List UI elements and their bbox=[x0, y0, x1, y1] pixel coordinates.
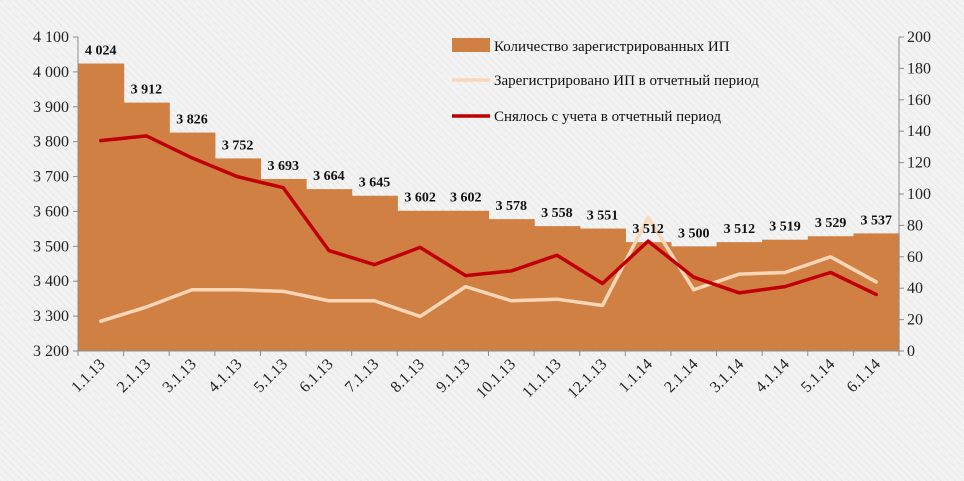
bar bbox=[351, 195, 398, 351]
bar-value-label: 4 024 bbox=[85, 44, 117, 59]
bar-series bbox=[78, 63, 900, 351]
y-left-tick-label: 4 000 bbox=[33, 64, 69, 81]
x-tick-label: 4.1.13 bbox=[205, 356, 245, 396]
y-right-tick-label: 180 bbox=[907, 60, 931, 77]
bar-value-label: 3 645 bbox=[359, 176, 391, 191]
x-tick-label: 4.1.14 bbox=[752, 356, 792, 396]
bar bbox=[78, 63, 125, 351]
y-left-tick-label: 3 300 bbox=[33, 308, 69, 325]
y-right-tick-label: 120 bbox=[907, 155, 931, 172]
bar-value-label: 3 551 bbox=[587, 209, 619, 224]
y-right-tick-label: 80 bbox=[907, 217, 923, 234]
bar-value-label: 3 500 bbox=[678, 226, 710, 241]
x-tick-label: 2.1.13 bbox=[114, 356, 154, 396]
x-tick-label: 9.1.13 bbox=[433, 356, 473, 396]
x-tick-label: 2.1.14 bbox=[661, 356, 701, 396]
x-tick-label: 10.1.13 bbox=[473, 356, 519, 402]
y-right-tick-label: 200 bbox=[907, 29, 931, 46]
y-left-tick-label: 3 600 bbox=[33, 203, 69, 220]
x-tick-label: 7.1.13 bbox=[342, 356, 382, 396]
y-left-tick-label: 3 400 bbox=[33, 273, 69, 290]
bar-value-label: 3 664 bbox=[313, 169, 345, 184]
data-labels: 4 024 3 912 3 826 3 752 3 693 3 664 3 645 3 602… bbox=[85, 44, 892, 242]
bar bbox=[807, 236, 854, 351]
y-left-tick-label: 3 800 bbox=[33, 134, 69, 151]
legend: Количество зарегистрированных ИП Зарегис… bbox=[452, 38, 759, 125]
line-series bbox=[99, 134, 878, 323]
y-left-tick-label: 3 500 bbox=[33, 238, 69, 255]
bar bbox=[488, 219, 535, 351]
bar bbox=[214, 158, 262, 351]
bar bbox=[397, 210, 444, 351]
bar bbox=[169, 132, 216, 351]
y-left-tick-label: 4 100 bbox=[33, 29, 69, 46]
bar-value-label: 3 826 bbox=[176, 113, 208, 128]
x-tick-label: 1.1.14 bbox=[616, 356, 656, 396]
bar-value-label: 3 529 bbox=[815, 216, 847, 231]
y-right-tick-label: 40 bbox=[907, 280, 923, 297]
bar-value-label: 3 693 bbox=[268, 159, 300, 174]
y-right-tick-label: 160 bbox=[907, 92, 931, 109]
y-left-tick-label: 3 200 bbox=[33, 343, 69, 360]
y-right-tick-label: 0 bbox=[907, 343, 915, 360]
bar-value-label: 3 512 bbox=[632, 222, 664, 237]
x-tick-label: 5.1.14 bbox=[798, 356, 838, 396]
line-deregistered-in-period bbox=[99, 134, 878, 297]
bar bbox=[534, 226, 581, 351]
legend-swatch-bars bbox=[452, 38, 490, 52]
bar-value-label: 3 602 bbox=[450, 191, 482, 206]
bar-value-label: 3 558 bbox=[541, 206, 573, 221]
bar-value-label: 3 752 bbox=[222, 138, 254, 153]
y-right-tick-label: 20 bbox=[907, 312, 923, 329]
line-registered-in-period bbox=[99, 215, 878, 323]
y-right-tick-label: 100 bbox=[907, 186, 931, 203]
bar bbox=[579, 228, 626, 351]
bar-value-label: 3 912 bbox=[131, 83, 163, 98]
bar bbox=[762, 239, 809, 351]
bar bbox=[853, 233, 900, 351]
y-left-tick-label: 3 700 bbox=[33, 169, 69, 186]
y-right-tick-label: 60 bbox=[907, 249, 923, 266]
legend-label-bars: Количество зарегистрированных ИП bbox=[494, 39, 730, 55]
bar-value-label: 3 537 bbox=[860, 213, 892, 228]
x-tick-label: 1.1.13 bbox=[68, 356, 108, 396]
x-tick-label: 6.1.14 bbox=[844, 356, 884, 396]
x-tick-label: 8.1.13 bbox=[388, 356, 428, 396]
y-right-tick-label: 140 bbox=[907, 123, 931, 140]
x-tick-label: 11.1.13 bbox=[519, 356, 565, 402]
bar bbox=[260, 178, 307, 351]
bar bbox=[306, 189, 353, 351]
x-tick-label: 12.1.13 bbox=[564, 356, 610, 402]
bar bbox=[716, 242, 763, 351]
bar bbox=[442, 210, 490, 351]
bar-value-label: 3 512 bbox=[724, 222, 756, 237]
x-tick-label: 3.1.14 bbox=[707, 356, 747, 396]
legend-label-registered: Зарегистрировано ИП в отчетный период bbox=[494, 73, 759, 89]
bar-value-label: 3 519 bbox=[769, 220, 801, 235]
legend-label-deregistered: Снялось с учета в отчетный период bbox=[494, 109, 721, 125]
y-left-tick-label: 3 900 bbox=[33, 99, 69, 116]
bar bbox=[625, 242, 672, 351]
bar-value-label: 3 602 bbox=[404, 191, 436, 206]
x-tick-label: 6.1.13 bbox=[296, 356, 336, 396]
x-tick-label: 5.1.13 bbox=[251, 356, 291, 396]
bar-value-label: 3 578 bbox=[496, 199, 528, 214]
x-tick-label: 3.1.13 bbox=[160, 356, 200, 396]
